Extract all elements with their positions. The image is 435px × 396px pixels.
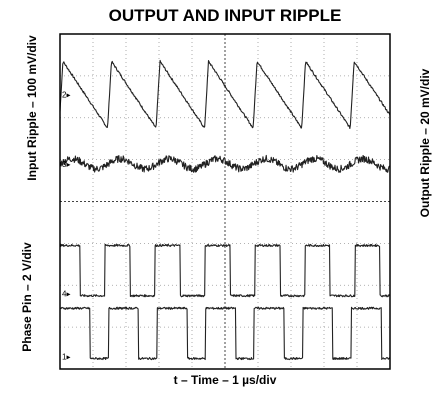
trace-channel-4	[59, 243, 391, 298]
channel-marker-3: 3▸	[62, 160, 70, 169]
traces	[59, 59, 391, 361]
chart-title: OUTPUT AND INPUT RIPPLE	[108, 6, 342, 25]
trace-channel-1	[59, 306, 391, 361]
channel-marker-2: 2▸	[62, 91, 70, 100]
channel-markers: 2▸ 3▸ 4▸ 1▸	[62, 91, 70, 362]
channel-marker-1: 1▸	[62, 352, 70, 361]
trace-channel-3	[59, 154, 391, 173]
trace-channel-2	[59, 59, 391, 130]
x-axis-label: t – Time – 1 µs/div	[173, 373, 277, 387]
channel-marker-4: 4▸	[62, 290, 70, 299]
plot-frame	[59, 33, 391, 370]
grid	[60, 34, 390, 369]
